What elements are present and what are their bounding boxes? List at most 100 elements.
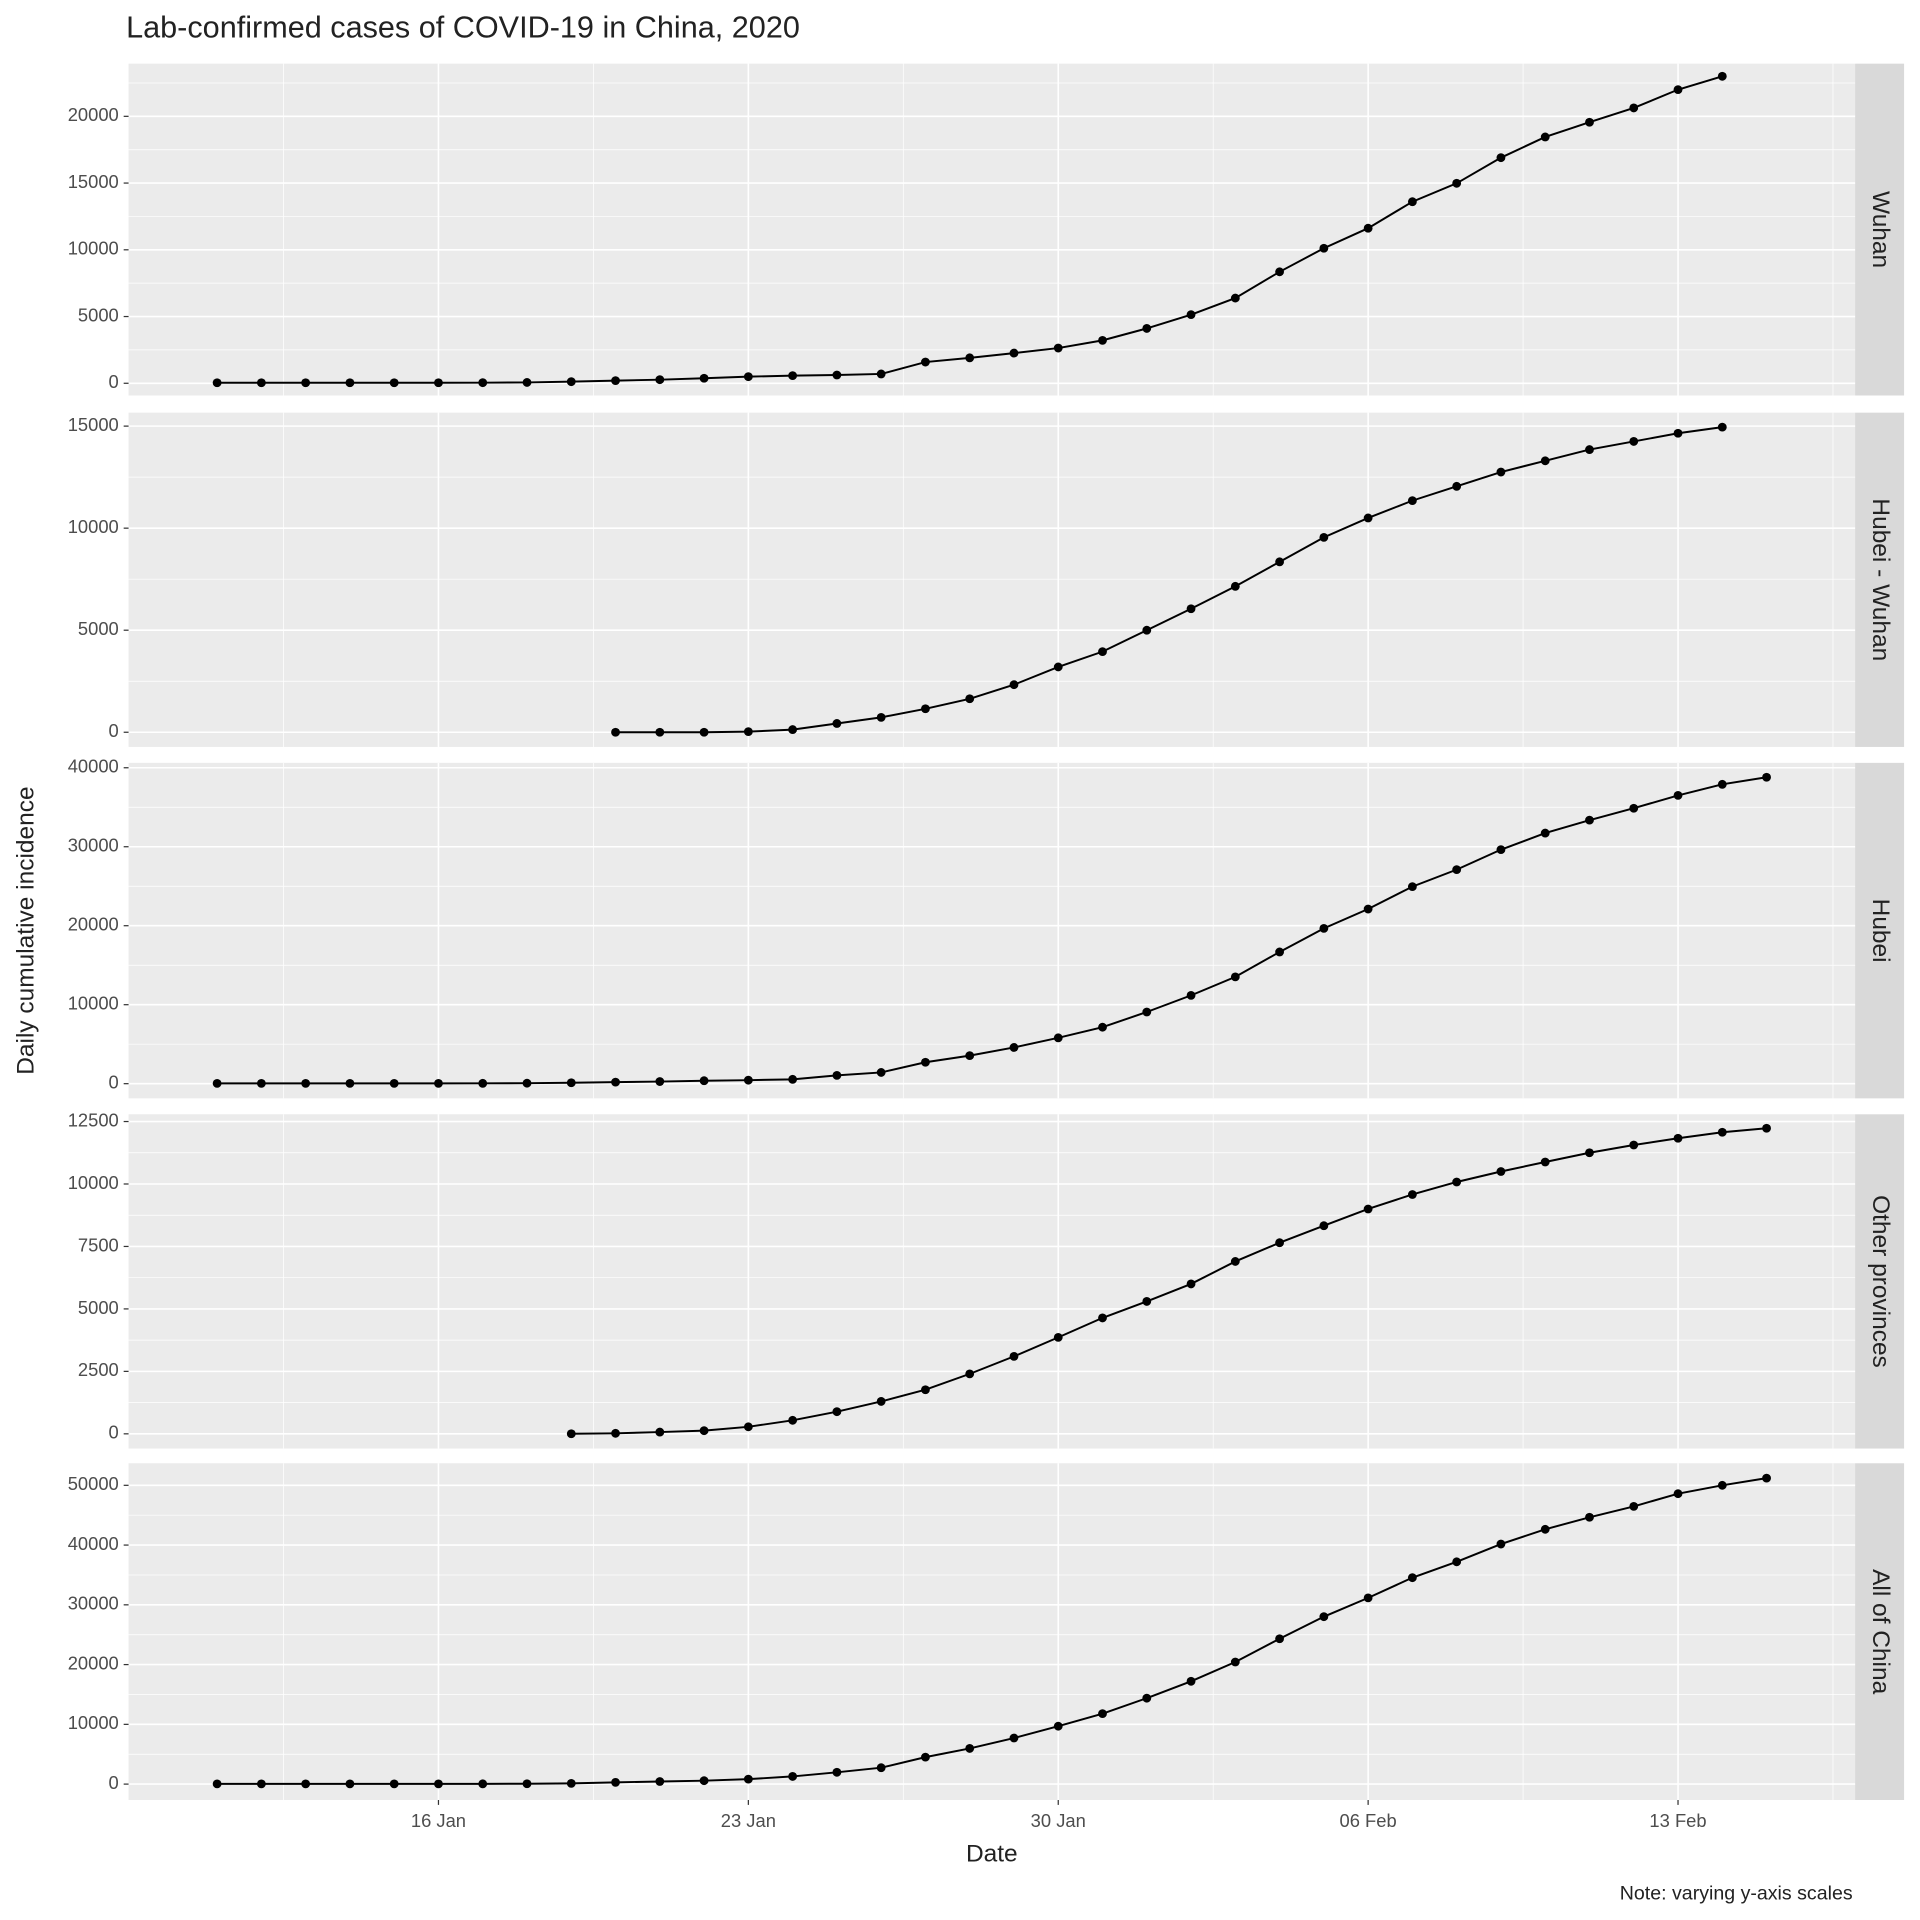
x-axis-label: Date xyxy=(966,1841,1018,1868)
y-tick-label: 10000 xyxy=(68,993,119,1014)
data-point xyxy=(389,1078,399,1088)
strip xyxy=(1855,412,1905,747)
data-point xyxy=(1230,1657,1240,1667)
chart-title: Lab-confirmed cases of COVID-19 in China… xyxy=(126,10,800,44)
data-point xyxy=(434,1779,443,1789)
data-point xyxy=(1629,803,1639,813)
data-point xyxy=(256,378,266,388)
data-point xyxy=(434,1078,443,1088)
data-point xyxy=(1717,71,1727,81)
data-point xyxy=(1363,1204,1373,1214)
data-point xyxy=(1319,532,1329,542)
data-point xyxy=(921,357,930,367)
data-point xyxy=(832,1070,842,1080)
data-point xyxy=(965,1369,975,1379)
data-point xyxy=(1186,604,1196,614)
data-point xyxy=(788,371,798,381)
data-point xyxy=(301,1078,311,1088)
data-point xyxy=(965,1051,975,1061)
data-point xyxy=(1762,1473,1771,1483)
data-point xyxy=(1319,243,1329,253)
data-point xyxy=(1009,1733,1019,1743)
data-point xyxy=(345,378,355,388)
data-point xyxy=(1407,1573,1417,1583)
data-point xyxy=(655,1427,665,1437)
data-point xyxy=(1762,772,1771,782)
panel-background xyxy=(128,762,1856,1099)
y-tick-label: 0 xyxy=(109,1772,119,1793)
data-point xyxy=(1053,1332,1063,1342)
data-point xyxy=(1673,428,1683,438)
data-point xyxy=(566,1778,576,1788)
data-point xyxy=(743,372,753,382)
data-point xyxy=(345,1078,355,1088)
data-point xyxy=(1585,1148,1594,1158)
data-point xyxy=(1585,117,1594,127)
y-tick-label: 0 xyxy=(109,371,119,392)
data-point xyxy=(1540,1524,1550,1534)
data-point xyxy=(1053,662,1063,672)
data-point xyxy=(1186,1676,1196,1686)
data-point xyxy=(1496,845,1506,855)
data-point xyxy=(1496,1539,1506,1549)
data-point xyxy=(699,727,709,737)
data-point xyxy=(1452,481,1462,491)
y-tick-label: 12500 xyxy=(68,1109,119,1130)
data-point xyxy=(743,1422,753,1432)
data-point xyxy=(1142,324,1152,333)
data-point xyxy=(921,1057,930,1067)
data-point xyxy=(1009,1351,1019,1361)
data-point xyxy=(478,1779,488,1789)
data-point xyxy=(1585,815,1594,825)
data-point xyxy=(1142,625,1152,635)
data-point xyxy=(655,1077,665,1086)
data-point xyxy=(611,1777,620,1787)
data-point xyxy=(478,378,488,388)
data-point xyxy=(1363,223,1373,233)
data-point xyxy=(389,378,399,388)
panel-background xyxy=(128,1114,1856,1449)
data-point xyxy=(212,378,222,388)
data-point xyxy=(1230,293,1240,303)
y-tick-label: 20000 xyxy=(68,1652,119,1673)
strip-label: Other provinces xyxy=(1867,1195,1894,1368)
data-point xyxy=(655,375,665,385)
data-point xyxy=(699,373,709,383)
y-tick-label: 40000 xyxy=(68,756,119,777)
data-point xyxy=(876,1763,886,1773)
x-tick-label: 23 Jan xyxy=(721,1810,776,1831)
data-point xyxy=(1717,422,1727,432)
y-axis-label: Daily cumulative incidence xyxy=(12,786,39,1074)
data-point xyxy=(832,719,842,728)
data-point xyxy=(566,1078,576,1088)
data-point xyxy=(611,376,620,386)
data-point xyxy=(1540,1157,1550,1167)
data-point xyxy=(1275,557,1284,567)
data-point xyxy=(1407,1190,1417,1199)
strip-label: Hubei xyxy=(1867,899,1894,963)
note: Note: varying y-axis scales xyxy=(1620,1882,1853,1904)
data-point xyxy=(832,370,842,380)
data-point xyxy=(1673,1489,1683,1499)
y-tick-label: 10000 xyxy=(68,238,119,259)
panel-background xyxy=(128,1463,1856,1800)
data-point xyxy=(1673,85,1683,95)
data-point xyxy=(876,1068,886,1077)
data-point xyxy=(1275,267,1284,277)
data-point xyxy=(1053,1721,1063,1731)
data-point xyxy=(1496,467,1506,477)
data-point xyxy=(1230,1257,1240,1266)
data-point xyxy=(1053,343,1063,353)
data-point xyxy=(522,378,532,387)
data-point xyxy=(1098,1022,1107,1032)
strip xyxy=(1855,762,1905,1099)
data-point xyxy=(301,378,311,388)
data-point xyxy=(921,704,930,714)
data-point xyxy=(1540,132,1550,142)
data-point xyxy=(655,727,665,737)
data-point xyxy=(1629,1501,1639,1511)
strip-label: All of China xyxy=(1867,1569,1894,1695)
data-point xyxy=(1496,1167,1506,1176)
strip xyxy=(1855,1463,1905,1800)
series-line xyxy=(217,1477,1767,1785)
